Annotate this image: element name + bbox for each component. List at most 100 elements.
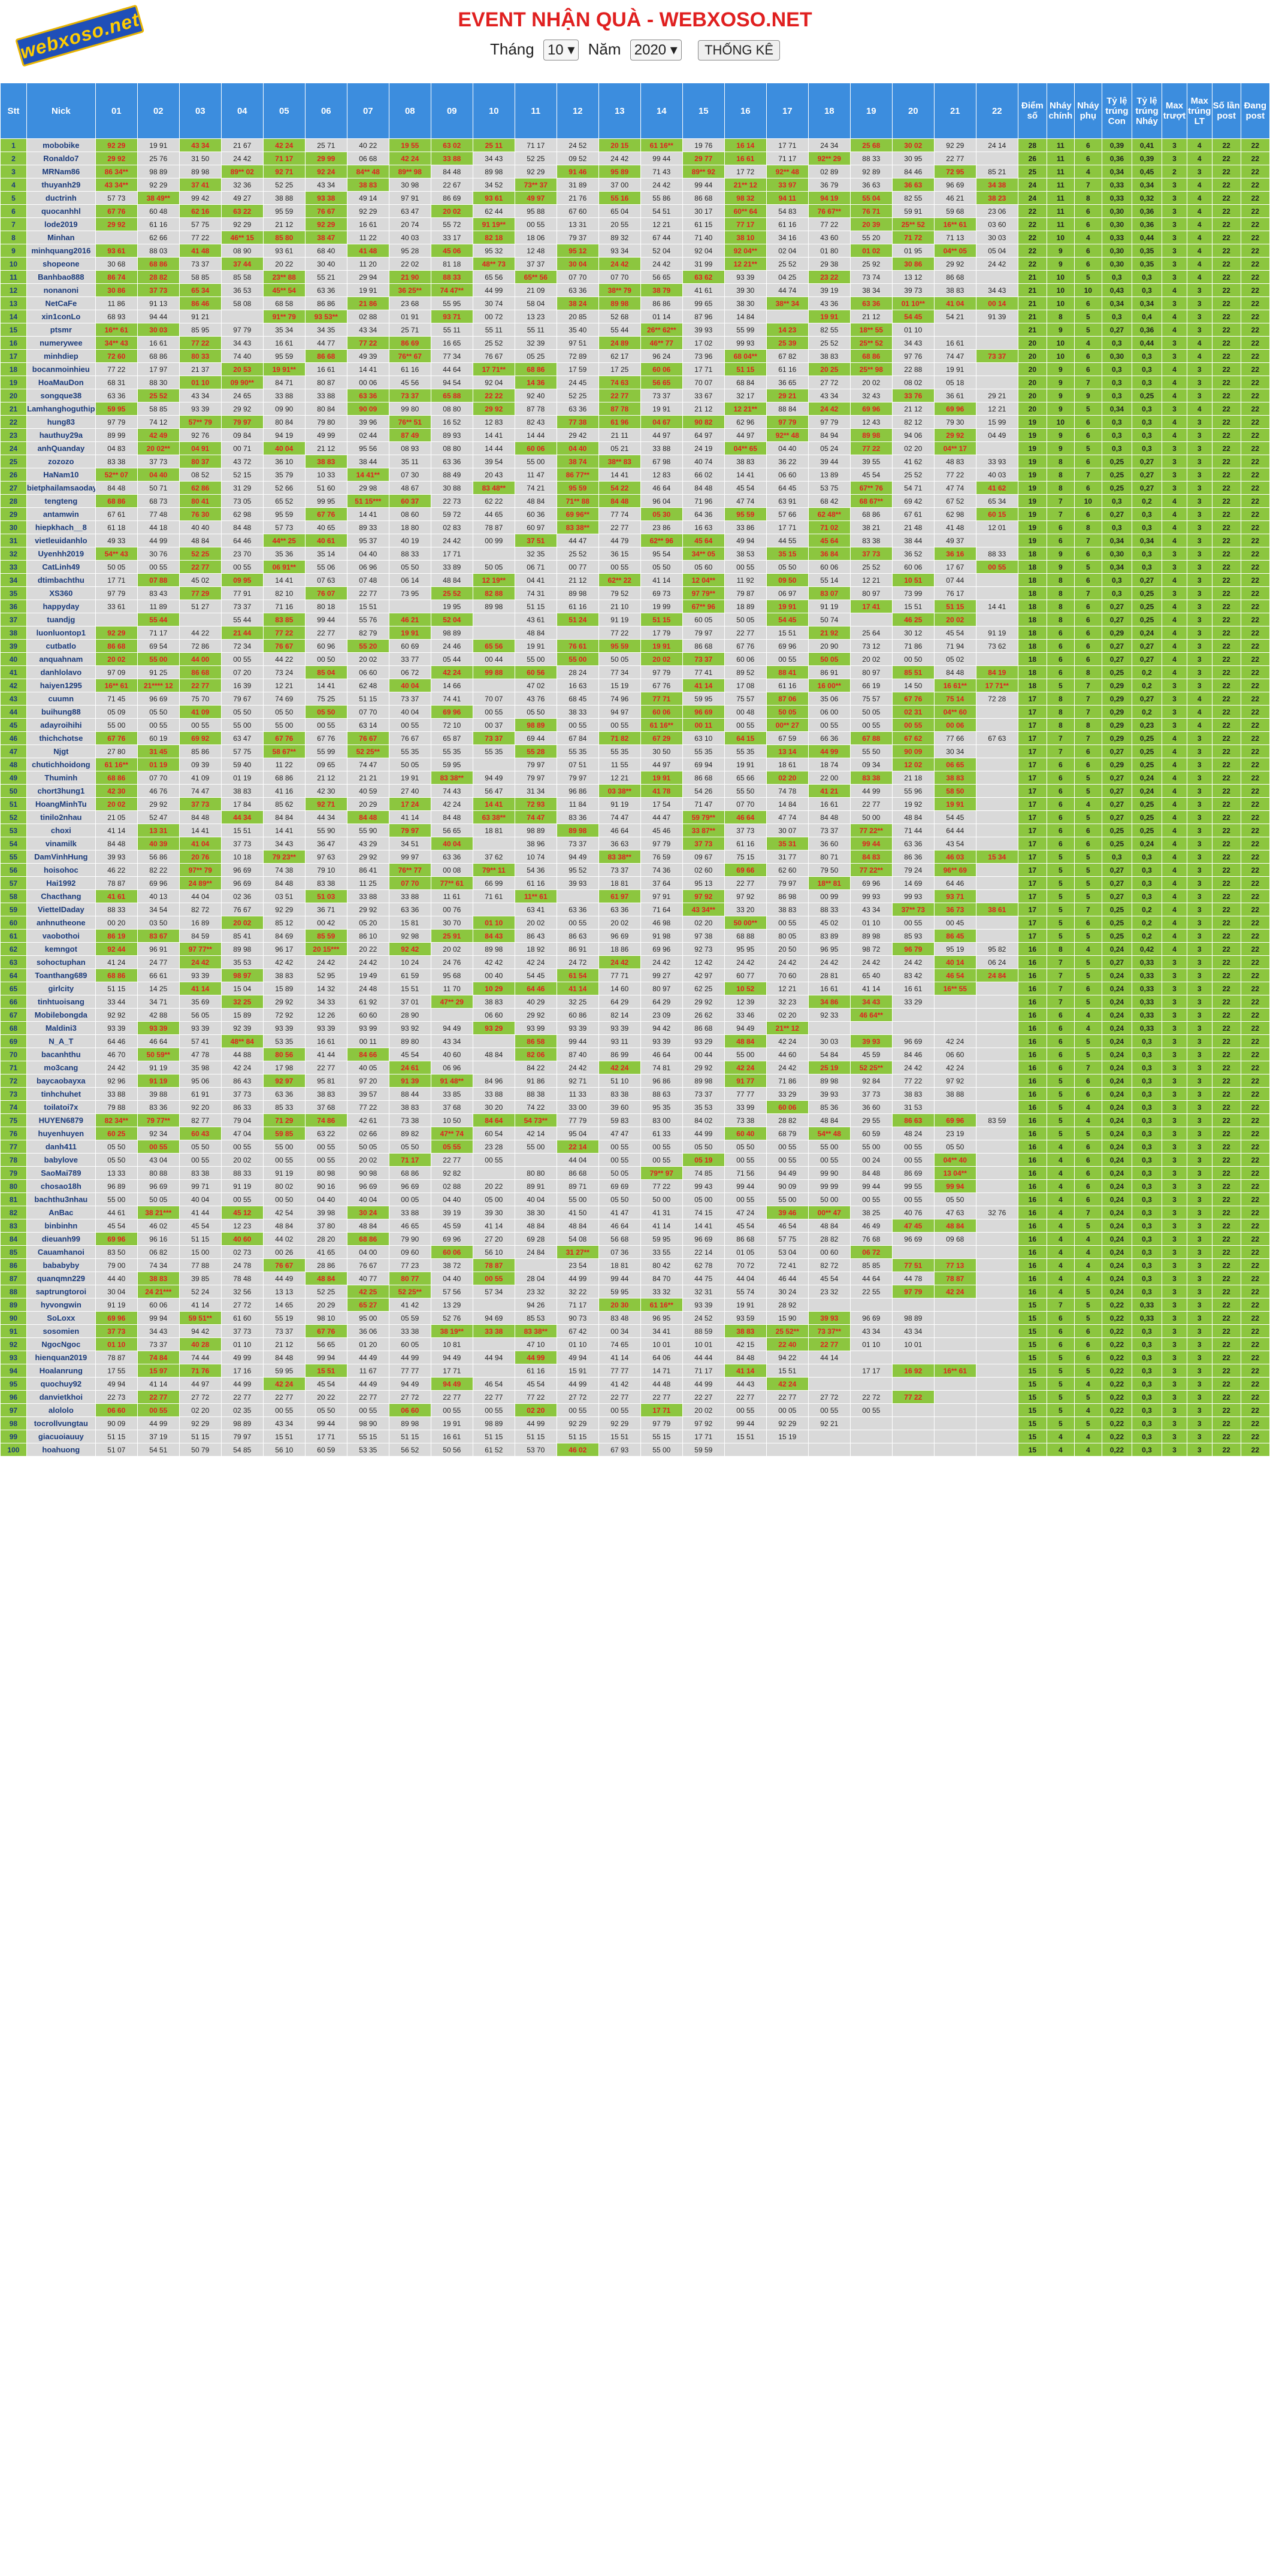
nick-cell[interactable]: thuyanh29 [26, 178, 96, 192]
nick-cell[interactable]: mo3cang [26, 1061, 96, 1074]
nick-cell[interactable]: haiyen1295 [26, 679, 96, 692]
nick-cell[interactable]: N_A_T [26, 1034, 96, 1048]
nick-cell[interactable]: vietleuidanhlo [26, 534, 96, 547]
nick-cell[interactable]: hyvongwin [26, 1298, 96, 1312]
nick-cell[interactable]: sosomien [26, 1324, 96, 1338]
nick-cell[interactable]: binbinhn [26, 1219, 96, 1233]
nick-cell[interactable]: hienquan2019 [26, 1351, 96, 1364]
nick-cell[interactable]: hauthuy29a [26, 428, 96, 442]
nick-cell[interactable]: Banhbao888 [26, 270, 96, 284]
nick-cell[interactable]: Mobilebongda [26, 1008, 96, 1022]
nick-cell[interactable]: choxi [26, 824, 96, 837]
nick-cell[interactable]: cutbatlo [26, 639, 96, 653]
nick-cell[interactable]: AnBac [26, 1206, 96, 1219]
nick-cell[interactable]: giacuoiauuy [26, 1430, 96, 1443]
nick-cell[interactable]: Maldini3 [26, 1021, 96, 1035]
nick-cell[interactable]: CatLinh49 [26, 560, 96, 574]
nick-cell[interactable]: songque38 [26, 389, 96, 402]
nick-cell[interactable]: Hoalanrung [26, 1364, 96, 1378]
nick-cell[interactable]: SoLoxx [26, 1311, 96, 1325]
nick-cell[interactable]: Thuminh [26, 771, 96, 785]
nick-cell[interactable]: Chacthang [26, 889, 96, 903]
nick-cell[interactable]: quanqmn229 [26, 1272, 96, 1285]
nick-cell[interactable]: SaoMai789 [26, 1166, 96, 1180]
nick-cell[interactable]: danvietkhoi [26, 1390, 96, 1404]
nick-cell[interactable]: chort3hung1 [26, 784, 96, 798]
nick-cell[interactable]: anhQuanday [26, 441, 96, 455]
nick-cell[interactable]: Njgt [26, 744, 96, 758]
nick-cell[interactable]: Toanthang689 [26, 968, 96, 982]
nick-cell[interactable]: tengteng [26, 494, 96, 508]
nick-cell[interactable]: bachthu3nhau [26, 1192, 96, 1206]
nick-cell[interactable]: DamVinhHung [26, 850, 96, 864]
nick-cell[interactable]: sohoctuphan [26, 955, 96, 969]
nick-cell[interactable]: chosao18h [26, 1179, 96, 1193]
nick-cell[interactable]: Uyenhh2019 [26, 547, 96, 561]
nick-cell[interactable]: toilatoi7x [26, 1100, 96, 1114]
nick-cell[interactable]: cuumn [26, 692, 96, 706]
nick-cell[interactable]: HoangMinhTu [26, 797, 96, 811]
nick-cell[interactable]: hiepkhach__8 [26, 520, 96, 534]
nick-cell[interactable]: bietphailamsaoday [26, 481, 96, 495]
nick-cell[interactable]: luonluontop1 [26, 626, 96, 640]
nick-cell[interactable]: zozozo [26, 455, 96, 468]
nick-cell[interactable]: quocanhhl [26, 204, 96, 218]
nick-cell[interactable]: hoisohoc [26, 863, 96, 877]
stats-submit-button[interactable]: THỐNG KÊ [698, 40, 780, 60]
nick-cell[interactable]: tuandjg [26, 613, 96, 626]
nick-cell[interactable]: dtimbachthu [26, 573, 96, 587]
nick-cell[interactable]: Lamhanghoguthip [26, 402, 96, 416]
nick-cell[interactable]: XS360 [26, 586, 96, 600]
nick-cell[interactable]: vinamilk [26, 837, 96, 850]
nick-cell[interactable]: Hai1992 [26, 876, 96, 890]
nick-cell[interactable]: ductrinh [26, 191, 96, 205]
nick-cell[interactable]: tinhchuhet [26, 1087, 96, 1101]
nick-cell[interactable]: alololo [26, 1403, 96, 1417]
nick-cell[interactable]: HUYEN6879 [26, 1113, 96, 1127]
nick-cell[interactable]: buihung88 [26, 705, 96, 719]
nick-cell[interactable]: girlcity [26, 982, 96, 995]
nick-cell[interactable]: kemngot [26, 942, 96, 956]
nick-cell[interactable]: tocrollvungtau [26, 1416, 96, 1430]
nick-cell[interactable]: antamwin [26, 507, 96, 521]
nick-cell[interactable]: NetCaFe [26, 296, 96, 310]
nick-cell[interactable]: NgocNgoc [26, 1337, 96, 1351]
nick-cell[interactable]: chutichhoidong [26, 758, 96, 771]
nick-cell[interactable]: anquahnam [26, 652, 96, 666]
nick-cell[interactable]: nonanoni [26, 283, 96, 297]
nick-cell[interactable]: babylove [26, 1153, 96, 1167]
year-select[interactable]: 2020 ▾ [630, 40, 682, 60]
nick-cell[interactable]: dieuanh99 [26, 1232, 96, 1246]
nick-cell[interactable]: Minhan [26, 231, 96, 244]
nick-cell[interactable]: Ronaldo7 [26, 152, 96, 165]
nick-cell[interactable]: HaNam10 [26, 468, 96, 482]
nick-cell[interactable]: tinhtuoisang [26, 995, 96, 1009]
nick-cell[interactable]: bababyby [26, 1258, 96, 1272]
nick-cell[interactable]: danhlolavo [26, 665, 96, 679]
nick-cell[interactable]: quochuy92 [26, 1377, 96, 1391]
nick-cell[interactable]: lode2019 [26, 217, 96, 231]
nick-cell[interactable]: shopeone [26, 257, 96, 271]
nick-cell[interactable]: anhnutheone [26, 916, 96, 930]
nick-cell[interactable]: happyday [26, 600, 96, 613]
nick-cell[interactable]: hoahuong [26, 1443, 96, 1457]
nick-cell[interactable]: tinilo2nhau [26, 810, 96, 824]
nick-cell[interactable]: MRNam86 [26, 165, 96, 178]
nick-cell[interactable]: bacanhthu [26, 1048, 96, 1061]
nick-cell[interactable]: Cauamhanoi [26, 1245, 96, 1259]
nick-cell[interactable]: saptrungtoroi [26, 1285, 96, 1298]
nick-cell[interactable]: adayroihihi [26, 718, 96, 732]
nick-cell[interactable]: huyenhuyen [26, 1127, 96, 1140]
nick-cell[interactable]: thichchotse [26, 731, 96, 745]
nick-cell[interactable]: danh411 [26, 1140, 96, 1154]
nick-cell[interactable]: VietteIDaday [26, 903, 96, 916]
nick-cell[interactable]: minhdiep [26, 349, 96, 363]
nick-cell[interactable]: mobobike [26, 138, 96, 152]
nick-cell[interactable]: HoaMauDon [26, 376, 96, 389]
nick-cell[interactable]: baycaobayxa [26, 1074, 96, 1088]
nick-cell[interactable]: vaobothoi [26, 929, 96, 943]
nick-cell[interactable]: numerywee [26, 336, 96, 350]
nick-cell[interactable]: ptsmr [26, 323, 96, 337]
nick-cell[interactable]: hung83 [26, 415, 96, 429]
nick-cell[interactable]: xin1conLo [26, 310, 96, 323]
